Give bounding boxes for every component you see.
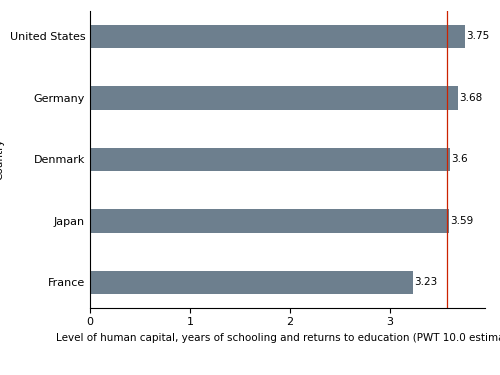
Text: 3.6: 3.6 — [451, 154, 468, 164]
X-axis label: Level of human capital, years of schooling and returns to education (PWT 10.0 es: Level of human capital, years of schooli… — [56, 333, 500, 343]
Text: 3.68: 3.68 — [459, 93, 482, 103]
Bar — [90, 86, 458, 109]
Text: 3.23: 3.23 — [414, 278, 437, 287]
Text: 3.75: 3.75 — [466, 32, 489, 41]
Y-axis label: Country: Country — [0, 139, 4, 180]
Bar — [90, 148, 450, 171]
Bar — [90, 25, 465, 48]
Text: 3.59: 3.59 — [450, 216, 473, 226]
Bar — [90, 271, 413, 294]
Bar — [90, 209, 449, 232]
